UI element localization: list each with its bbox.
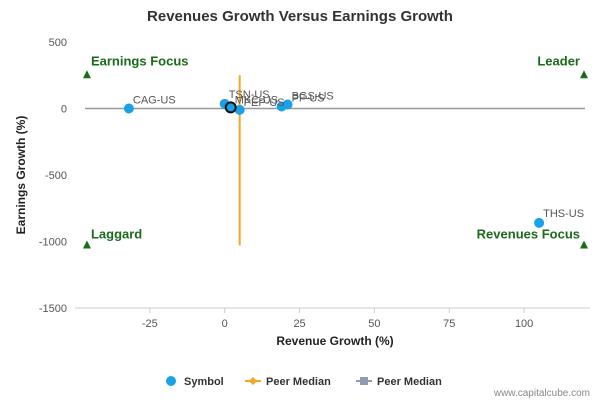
data-point bbox=[282, 99, 293, 110]
y-tick-label: -500 bbox=[45, 170, 67, 182]
legend-label: Peer Median bbox=[377, 376, 442, 388]
x-tick-label: 25 bbox=[293, 318, 305, 330]
quadrant-label: Leader bbox=[537, 53, 580, 68]
data-point bbox=[534, 217, 545, 228]
chart-title: Revenues Growth Versus Earnings Growth bbox=[147, 8, 453, 25]
data-point bbox=[225, 102, 236, 113]
quadrant-marker-icon bbox=[580, 240, 589, 249]
data-point-label: CAG-US bbox=[133, 95, 176, 107]
legend-item: Peer Median bbox=[356, 376, 442, 388]
y-axis-label: Earnings Growth (%) bbox=[14, 116, 28, 235]
data-point-label: TSN-US bbox=[229, 89, 270, 101]
legend-marker-diamond-icon bbox=[249, 377, 257, 385]
data-point-label: THS-US bbox=[543, 208, 584, 220]
x-tick-label: 0 bbox=[222, 318, 228, 330]
highlight-ring bbox=[224, 101, 237, 114]
credit-text: www.capitalcube.com bbox=[493, 388, 590, 399]
y-tick-label: 0 bbox=[61, 104, 67, 116]
x-tick-label: 100 bbox=[515, 318, 533, 330]
y-tick-label: -1000 bbox=[39, 237, 67, 249]
x-axis-label: Revenue Growth (%) bbox=[276, 334, 393, 348]
x-tick-label: 75 bbox=[443, 318, 455, 330]
legend-label: Symbol bbox=[184, 376, 224, 388]
quadrant-marker-icon bbox=[580, 70, 589, 79]
y-tick-label: -1500 bbox=[39, 303, 67, 315]
data-point-label: PEP-US bbox=[244, 97, 285, 109]
quadrant-marker-icon bbox=[82, 240, 91, 249]
quadrant-label: Revenues Focus bbox=[477, 226, 580, 241]
data-point bbox=[123, 103, 134, 114]
x-tick-label: -25 bbox=[142, 318, 158, 330]
legend-item: Peer Median bbox=[245, 376, 331, 388]
x-tick-label: 50 bbox=[368, 318, 380, 330]
data-point-label: MKC-US bbox=[235, 94, 278, 106]
legend: Symbol Peer Median Peer Median bbox=[166, 376, 442, 388]
legend-label: Peer Median bbox=[266, 376, 331, 388]
quadrant-label: Earnings Focus bbox=[91, 53, 189, 68]
quadrant-marker-icon bbox=[82, 70, 91, 79]
legend-item: Symbol bbox=[166, 376, 224, 388]
data-point bbox=[234, 104, 245, 115]
data-point-label: BGS-US bbox=[292, 91, 334, 103]
data-point-label: PF-US bbox=[292, 93, 325, 105]
quadrant-label: Laggard bbox=[91, 226, 142, 241]
y-tick-label: 500 bbox=[49, 37, 67, 49]
legend-marker-square-icon bbox=[360, 377, 368, 385]
plot-area: 500 0 -500 -1000 -1500 -25 0 25 50 75 100 Earnings … bbox=[39, 37, 590, 330]
legend-marker-circle-icon bbox=[166, 376, 176, 386]
